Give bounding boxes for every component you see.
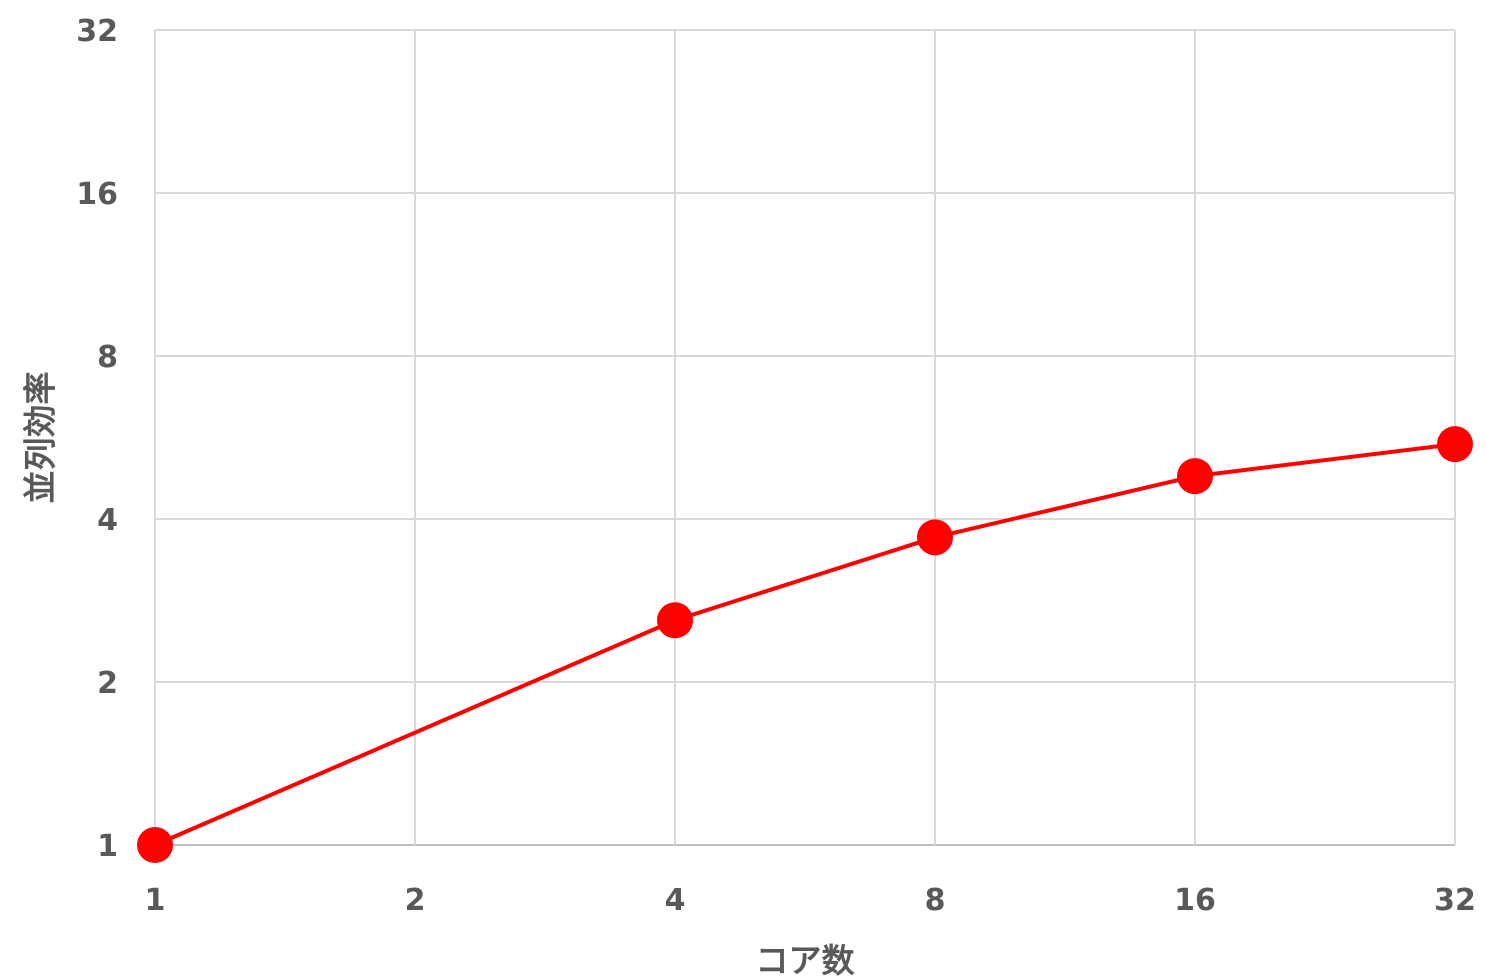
series-line [154,442,1456,847]
tick-labels: 1 2 4 8 16 32 1 2 4 8 16 32 [76,14,1476,918]
grid-lines [154,29,1456,846]
x-axis-title: コア数 [756,941,856,980]
x-tick-label: 1 [145,883,166,918]
y-tick-label: 1 [97,829,118,864]
y-axis-title: 並列効率 [21,372,60,504]
data-point-marker [917,519,953,556]
x-tick-label: 32 [1434,883,1476,918]
data-point-marker [1177,458,1213,495]
x-tick-label: 8 [925,883,946,918]
data-point-marker [137,827,173,863]
y-tick-label: 32 [76,14,118,49]
x-tick-label: 4 [665,883,686,918]
y-tick-label: 16 [76,177,118,212]
y-tick-label: 2 [97,666,118,701]
y-tick-label: 4 [97,503,118,538]
data-point-marker [1437,426,1473,463]
y-tick-label: 8 [97,340,118,375]
data-series [137,426,1473,863]
x-tick-label: 2 [405,883,426,918]
data-point-marker [657,602,693,639]
x-tick-label: 16 [1174,883,1216,918]
